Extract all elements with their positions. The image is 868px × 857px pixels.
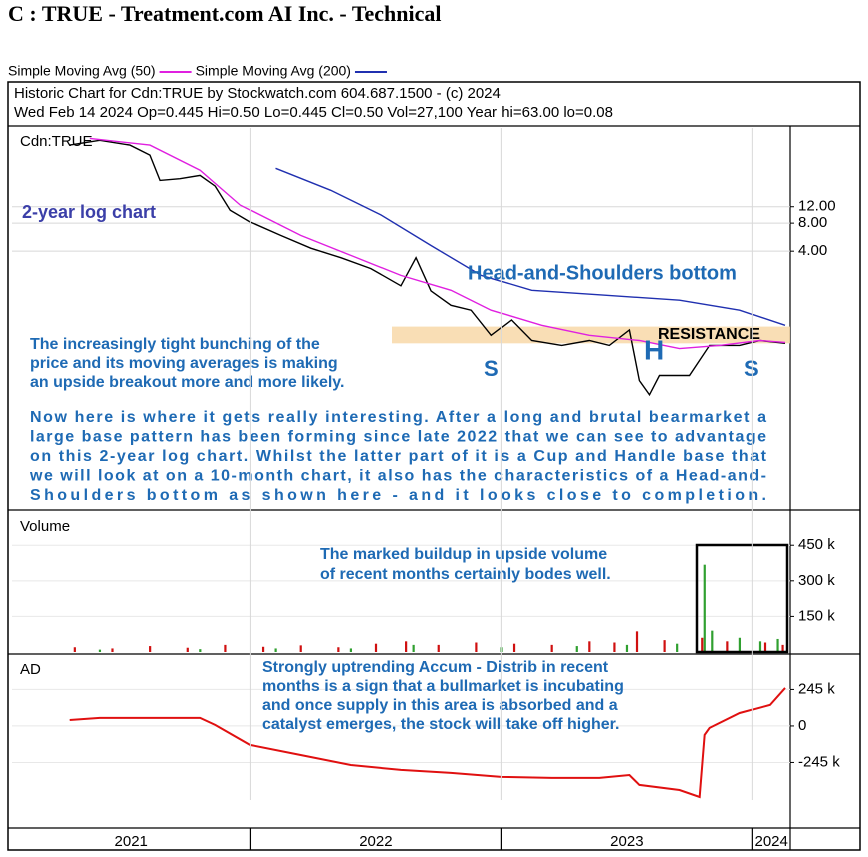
y-tick-label: -245 k (798, 753, 840, 770)
note-line: Strongly uptrending Accum - Distrib in r… (262, 659, 609, 676)
note-line: large base pattern has been forming sinc… (30, 429, 766, 446)
note-line: catalyst emerges, the stock will take of… (262, 716, 619, 733)
note-line: of recent months certainly bodes well. (320, 566, 611, 583)
x-tick-label: 2024 (754, 833, 787, 850)
note-line: we will look at on a 10-month chart, it … (29, 468, 766, 485)
note-line: The increasingly tight bunching of the (30, 336, 320, 353)
y-tick-label: 12.00 (798, 198, 836, 215)
volume-bar (781, 644, 784, 652)
price-line (69, 687, 786, 799)
volume-bar (186, 647, 189, 652)
legend-label: Simple Moving Avg (200) (196, 63, 351, 79)
volume-bar (261, 646, 265, 652)
frame (7, 81, 861, 851)
volume-bar (149, 646, 152, 652)
volume-bar (663, 640, 666, 652)
volume-bar (111, 648, 114, 652)
header-line: Historic Chart for Cdn:TRUE by Stockwatc… (14, 85, 501, 102)
volume-bar (337, 647, 340, 652)
volume-bar (738, 637, 742, 652)
note-line: months is a sign that a bullmarket is in… (262, 678, 624, 695)
volume-bar (575, 646, 578, 652)
note-line: an upside breakout more and more likely. (30, 374, 344, 391)
volume-bar (711, 630, 714, 652)
header-line: Wed Feb 14 2024 Op=0.445 Hi=0.50 Lo=0.44… (14, 104, 613, 121)
y-tick-label: 300 k (798, 572, 835, 589)
volume-bar (703, 564, 706, 652)
x-tick-label: 2023 (610, 833, 643, 850)
annotation: Head-and-Shoulders bottom (468, 262, 737, 284)
y-tick-label: 8.00 (798, 214, 827, 231)
note-line: and once supply in this area is absorbed… (262, 697, 618, 714)
volume-bar (299, 645, 302, 652)
page-title: C : TRUE - Treatment.com AI Inc. - Techn… (8, 1, 441, 26)
y-tick-label: 4.00 (798, 242, 827, 259)
legend-label: Simple Moving Avg (50) (8, 63, 156, 79)
x-tick-label: 2021 (115, 833, 148, 850)
volume-bar (625, 644, 629, 652)
panel-label: Cdn:TRUE (20, 133, 93, 150)
note-line: Shoulders bottom as shown here - and it … (30, 487, 766, 504)
annotation: S (744, 356, 759, 381)
highlight-box (695, 543, 789, 654)
x-tick-label: 2022 (359, 833, 392, 850)
annotation: 2-year log chart (22, 202, 156, 222)
volume-bar (613, 642, 616, 652)
price-line (275, 167, 786, 326)
volume-bar (512, 643, 516, 652)
volume-bar (758, 641, 762, 652)
y-tick-label: 150 k (798, 607, 835, 624)
price-line (69, 139, 786, 397)
y-tick-label: 245 k (798, 680, 835, 697)
y-tick-label: 0 (798, 717, 806, 734)
note-line: on this 2-year log chart. Whilst the lat… (30, 448, 767, 465)
panel-label: AD (20, 661, 41, 678)
note-line: price and its moving averages is making (30, 355, 338, 372)
y-tick-label: 450 k (798, 536, 835, 553)
volume-bar (98, 649, 102, 652)
resistance-label: RESISTANCE (658, 326, 760, 343)
volume-bar (701, 637, 704, 652)
volume-bar (676, 643, 679, 652)
volume-bar (635, 631, 639, 652)
volume-bar (73, 647, 76, 652)
volume-bar (224, 644, 227, 652)
volume-bar (405, 641, 408, 652)
volume-bar (437, 644, 440, 652)
volume-bar (726, 641, 729, 652)
volume-bar (374, 643, 378, 652)
volume-bar (412, 644, 415, 652)
volume-bar (475, 642, 478, 652)
note-line: The marked buildup in upside volume (320, 546, 607, 563)
volume-bar (588, 641, 591, 652)
volume-bar (550, 644, 553, 652)
volume-bar (776, 638, 779, 652)
note-line: Now here is where it gets really interes… (30, 409, 766, 426)
volume-bar (274, 648, 277, 652)
volume-bar (199, 649, 202, 652)
annotation: H (644, 334, 664, 365)
volume-bar (349, 648, 353, 652)
panel-label: Volume (20, 518, 70, 535)
volume-bar (763, 642, 767, 652)
annotation: S (484, 356, 499, 381)
price-line (89, 137, 786, 350)
